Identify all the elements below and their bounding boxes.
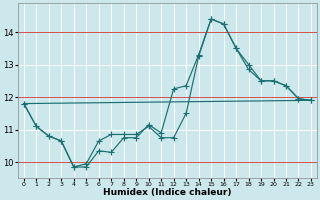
X-axis label: Humidex (Indice chaleur): Humidex (Indice chaleur) [103, 188, 232, 197]
